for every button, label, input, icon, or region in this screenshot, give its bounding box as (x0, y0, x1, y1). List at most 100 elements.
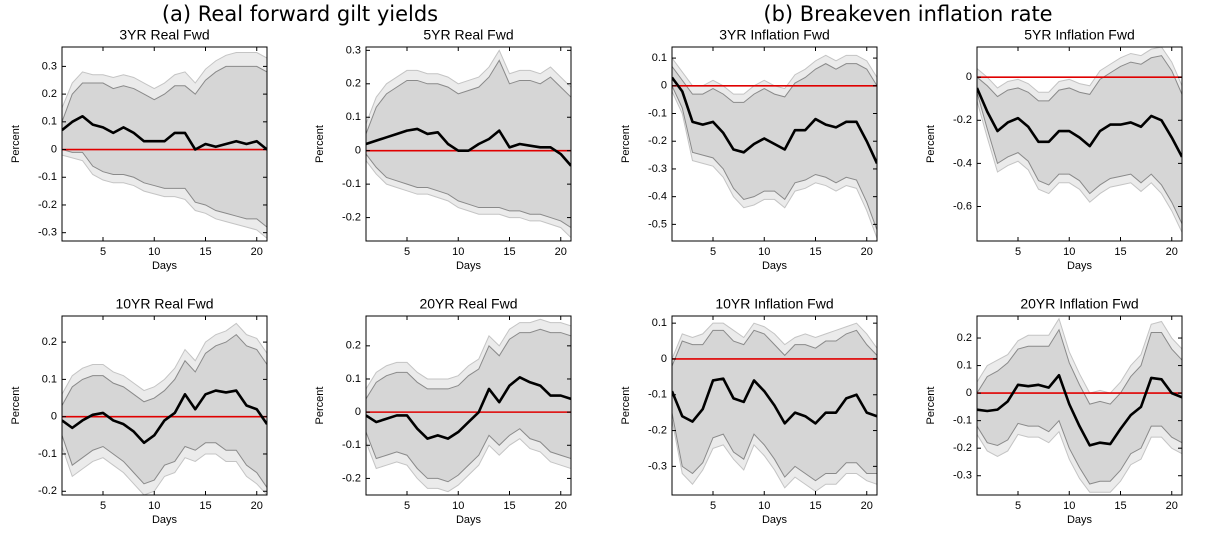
x-axis-label: Days (456, 514, 482, 526)
y-tick-label: -0.2 (38, 199, 57, 211)
y-tick-label: -0.5 (648, 218, 667, 230)
y-tick-label: -0.1 (342, 439, 361, 451)
band-edge (977, 430, 1182, 493)
y-tick-label: 0.3 (346, 44, 361, 56)
median-line (672, 76, 877, 164)
x-tick-label: 15 (1114, 500, 1126, 512)
y-tick-label: -0.4 (953, 157, 972, 169)
band-edge (672, 412, 877, 482)
y-axis-label: Percent (925, 387, 937, 425)
x-tick-label: 5 (710, 246, 716, 258)
x-tick-label: 15 (503, 500, 515, 512)
band-edge (62, 446, 267, 495)
x-tick-label: 20 (861, 246, 873, 258)
x-tick-label: 10 (1063, 246, 1075, 258)
axis-frame (976, 315, 1183, 496)
plot-area (366, 47, 571, 241)
band-edge (977, 419, 1182, 485)
plot-area (62, 47, 267, 241)
section-title: (b) Breakeven inflation rate (763, 2, 1052, 26)
y-tick-label: 0 (51, 143, 57, 155)
y-tick-label: -0.1 (953, 415, 972, 427)
y-tick-label: -0.4 (648, 191, 667, 203)
x-tick-label: 10 (148, 500, 160, 512)
x-tick-label: 10 (148, 246, 160, 258)
chart-title: 20YR Real Fwd (419, 296, 517, 312)
band-area (977, 55, 1182, 224)
y-tick-label: 0.3 (42, 60, 57, 72)
x-tick-label: 20 (251, 500, 263, 512)
y-tick-label: 0.1 (346, 111, 361, 123)
x-axis-label: Days (1067, 260, 1093, 272)
y-tick-label: 0 (355, 145, 361, 157)
y-tick-label: -0.2 (38, 485, 57, 497)
y-axis-label: Percent (314, 387, 326, 425)
x-tick-label: 15 (1114, 246, 1126, 258)
x-tick-label: 20 (251, 246, 263, 258)
band-edge (366, 49, 571, 125)
y-tick-label: -0.1 (38, 171, 57, 183)
y-tick-label: 0.2 (957, 332, 972, 344)
y-tick-label: 0.1 (42, 373, 57, 385)
plot-area (977, 47, 1182, 241)
y-tick-label: -0.3 (648, 163, 667, 175)
y-axis-label: Percent (10, 387, 22, 425)
band-edge (62, 52, 267, 109)
band-edge (62, 333, 267, 406)
x-tick-label: 5 (100, 246, 106, 258)
band-edge (366, 428, 571, 483)
y-tick-label: 0.1 (42, 116, 57, 128)
y-tick-label: 0.2 (42, 336, 57, 348)
y-tick-label: -0.2 (648, 135, 667, 147)
y-tick-label: -0.3 (953, 470, 972, 482)
x-tick-label: 15 (199, 246, 211, 258)
y-tick-label: -0.2 (342, 472, 361, 484)
y-axis-label: Percent (620, 125, 632, 163)
x-tick-label: 5 (710, 500, 716, 512)
x-tick-label: 20 (1166, 246, 1178, 258)
median-line (977, 373, 1182, 447)
band-edge (977, 55, 1182, 102)
band-edge (672, 63, 877, 103)
x-tick-label: 20 (861, 500, 873, 512)
y-tick-label: 0.1 (957, 359, 972, 371)
x-tick-label: 10 (452, 500, 464, 512)
median-line (62, 114, 267, 151)
y-tick-label: 0.1 (652, 52, 667, 64)
axis-frame (61, 315, 268, 496)
axis-frame (61, 46, 268, 242)
band-edge (62, 154, 267, 239)
plot-area (672, 47, 877, 241)
x-axis-label: Days (1067, 514, 1093, 526)
chart-title: 5YR Inflation Fwd (1024, 27, 1135, 43)
x-tick-label: 20 (555, 246, 567, 258)
x-tick-label: 15 (503, 246, 515, 258)
y-tick-label: -0.1 (342, 178, 361, 190)
y-tick-label: -0.2 (342, 211, 361, 223)
x-tick-label: 15 (809, 246, 821, 258)
plot-area (366, 316, 571, 495)
band-area (366, 329, 571, 482)
chart-title: 10YR Real Fwd (115, 296, 213, 312)
band-edge (672, 322, 877, 360)
x-tick-label: 20 (555, 500, 567, 512)
band-edge (672, 419, 877, 493)
band-edge (366, 328, 571, 400)
x-tick-label: 5 (1015, 246, 1021, 258)
chart-title: 5YR Real Fwd (423, 27, 513, 43)
axis-frame (671, 46, 878, 242)
axis-frame (671, 315, 878, 496)
band-edge (366, 59, 571, 135)
band-edge (62, 322, 267, 395)
y-tick-label: 0.2 (346, 340, 361, 352)
y-tick-label: -0.2 (953, 114, 972, 126)
x-tick-label: 10 (1063, 500, 1075, 512)
axis-frame (365, 46, 572, 242)
x-axis-label: Days (152, 260, 178, 272)
x-tick-label: 5 (1015, 500, 1021, 512)
x-tick-label: 20 (1166, 500, 1178, 512)
band-edge (672, 329, 877, 367)
band-edge (977, 92, 1182, 224)
axis-frame (976, 46, 1183, 242)
y-tick-label: 0 (966, 387, 972, 399)
